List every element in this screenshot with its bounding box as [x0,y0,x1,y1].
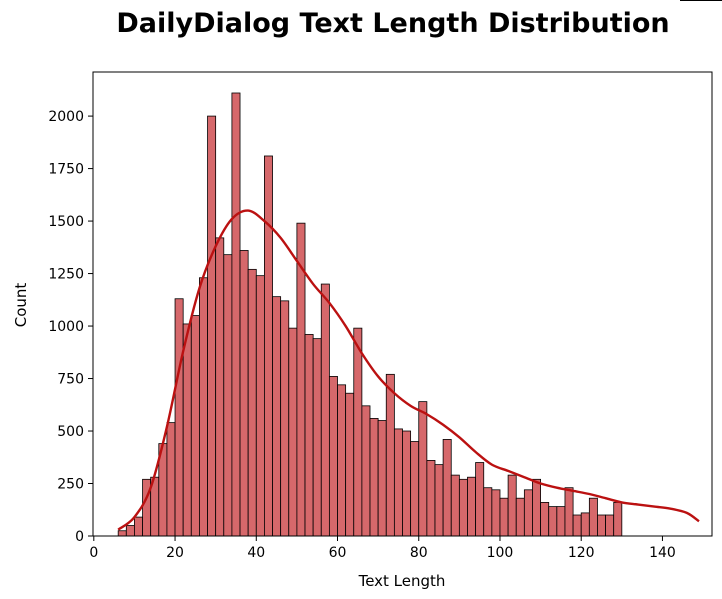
histogram-bar [410,441,420,537]
histogram-bar [117,530,127,537]
histogram-bar [507,474,517,537]
histogram-bar [588,497,598,537]
histogram-bar [215,237,225,537]
histogram-bar [572,514,582,537]
histogram-bar [605,514,615,537]
histogram-bar [418,401,428,537]
histogram-bar [166,422,176,537]
histogram-bar [442,439,452,537]
histogram-bar [597,514,606,537]
histogram-bar [353,327,363,537]
histogram-bar [182,323,192,537]
histogram-bar [125,525,135,537]
y-tick-label: 1500 [48,214,84,230]
y-tick-label: 0 [75,529,84,545]
x-tick-label: 140 [649,545,676,561]
histogram-bar [328,376,338,537]
histogram-bar [475,462,485,537]
x-tick-label: 80 [410,545,428,561]
histogram-bar [247,268,257,537]
x-axis-label: Text Length [358,572,446,590]
histogram-bar [207,115,217,537]
histogram-bar [434,464,444,537]
histogram-bar [450,474,460,537]
y-tick-label: 250 [57,477,84,493]
y-axis-label: Count [12,283,30,328]
y-axis-ticks: 0 250 500 750 1000 1250 1500 1750 2000 [48,109,93,545]
histogram-bar [402,430,412,537]
histogram-bar [304,334,314,537]
histogram-bar [312,338,322,537]
kde-curve [117,209,700,531]
histogram-bar [223,254,233,537]
x-tick-label: 20 [166,545,184,561]
histogram-bar [613,502,623,537]
x-tick-label: 120 [568,545,595,561]
histogram-bar [564,487,574,537]
histogram-bar [540,502,550,537]
x-tick-label: 40 [247,545,265,561]
histogram-bar [280,300,290,537]
histogram-bar [458,478,468,537]
histogram-bar [345,392,355,537]
histogram-bar [272,296,282,537]
y-tick-label: 2000 [48,109,84,125]
histogram-bar [467,476,477,537]
histogram-bar [264,155,273,537]
y-tick-label: 1000 [48,319,84,335]
histogram-bar [255,275,265,537]
histogram-bar [580,512,590,537]
histogram-bar [532,478,541,537]
histogram-bar [369,418,379,537]
histogram-bar [426,460,436,537]
histogram-bar [491,489,501,537]
chart-title: DailyDialog Text Length Distribution [116,8,670,39]
histogram-bar [231,92,241,537]
top-edge-line [680,0,722,1]
histogram-bar [385,373,395,537]
x-tick-label: 100 [487,545,514,561]
histogram-bar [483,487,493,537]
histogram-bar [515,497,525,537]
histogram-bar [239,250,249,537]
y-tick-label: 1750 [48,162,84,178]
histogram-bar [337,384,347,537]
histogram-bar [190,315,200,537]
axes-frame [92,71,713,537]
histogram-bar [199,277,208,537]
histogram-bar [499,497,509,537]
histogram-bar [556,506,566,537]
y-tick-label: 1250 [48,267,84,283]
x-tick-label: 0 [89,545,98,561]
histogram-bar [361,405,371,537]
histogram-bar [134,516,143,537]
histogram-bar [288,327,298,537]
x-tick-label: 60 [329,545,347,561]
histogram-bar [320,283,330,537]
x-axis-ticks: 0 20 40 60 80 100 120 140 [89,536,676,561]
histogram-bar [377,420,387,537]
histogram-bar [548,506,558,537]
y-tick-label: 750 [57,372,84,388]
histogram-bars [117,92,623,537]
histogram-bar [523,489,533,537]
y-tick-label: 500 [57,424,84,440]
histogram-bar [174,298,184,537]
histogram-bar [393,428,403,537]
